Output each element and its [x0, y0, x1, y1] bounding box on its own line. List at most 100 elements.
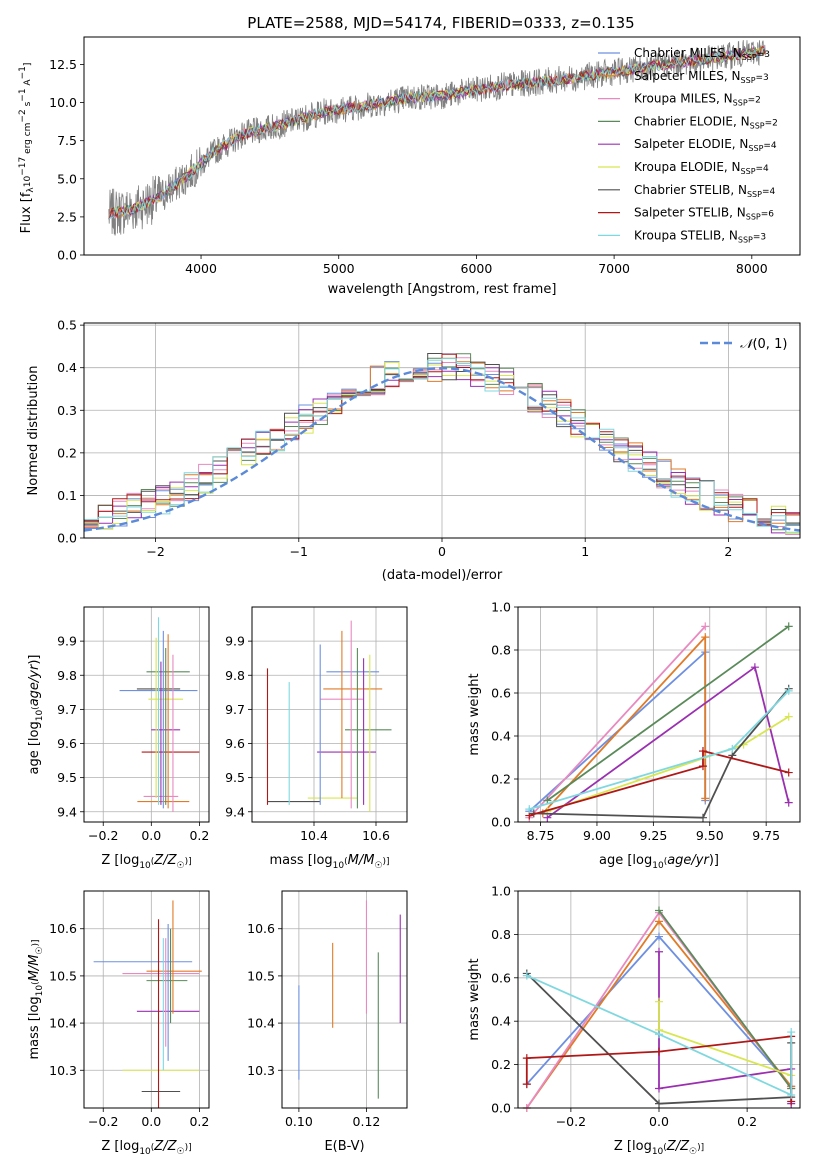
label-part: ]	[23, 63, 33, 67]
label-part: 10	[333, 861, 345, 871]
y-tick-label: 0.6	[491, 686, 511, 701]
label-part: ☉	[689, 1147, 697, 1157]
label-part: )]	[27, 654, 42, 664]
label-part: SSP	[746, 213, 761, 222]
y-tick-label: 10.5	[247, 968, 275, 983]
x-axis-label: mass [log10(M/M☉)]	[269, 853, 389, 871]
weight-marker	[701, 622, 710, 631]
weight-series-line	[526, 974, 793, 1097]
x-tick-label: 0.0	[649, 1114, 669, 1129]
label-part: Salpeter ELODIE, N	[634, 137, 748, 151]
label-part: Salpeter MILES, N	[634, 69, 741, 83]
label-part: SSP	[747, 190, 762, 199]
label-part: 10	[652, 861, 664, 871]
y-axis-label: mass weight	[467, 673, 482, 755]
weight-marker	[655, 997, 663, 1006]
y-tick-label: 0.0	[491, 1101, 511, 1116]
y-tick-label: 0.4	[57, 360, 77, 375]
y-tick-label: 1.0	[491, 600, 511, 615]
weight-series-line	[529, 690, 790, 810]
label-part: Salpeter STELIB, N	[634, 206, 746, 220]
y-tick-label: 9.5	[225, 770, 245, 785]
label-part: 10	[35, 710, 45, 722]
axes-frame	[517, 606, 801, 823]
y-tick-label: 0.0	[57, 531, 77, 546]
y-tick-label: 9.9	[225, 634, 245, 649]
label-part: ☉	[35, 946, 45, 954]
label-part: SSP	[738, 235, 753, 244]
legend-entry: Salpeter MILES, NSSP=3	[634, 69, 769, 85]
y-tick-label: 0.2	[491, 1057, 511, 1072]
x-tick-label: 0.2	[189, 828, 209, 843]
y-tick-label: 9.6	[225, 736, 245, 751]
x-tick-label: −0.2	[88, 1114, 118, 1129]
y-tick-label: 10.4	[49, 1016, 77, 1031]
x-tick-label: 1	[581, 544, 589, 559]
label-part: Z [log	[614, 1139, 652, 1154]
x-axis-label: Z [log10(Z/Z☉)]	[101, 853, 191, 871]
label-part: SSP	[748, 144, 763, 153]
histogram-step	[84, 353, 800, 526]
y-tick-label: 0.1	[57, 488, 77, 503]
histogram-step	[84, 358, 800, 533]
x-tick-label: −0.2	[88, 828, 118, 843]
weight-marker	[784, 768, 793, 777]
x-tick-label: 10.4	[300, 828, 328, 843]
weight-marker	[701, 633, 710, 642]
label-part: Z/Z	[153, 1139, 177, 1154]
y-tick-label: 0.2	[491, 772, 511, 787]
label-part: s	[23, 101, 33, 109]
y-tick-label: 9.7	[225, 702, 245, 717]
label-part: age [log	[27, 721, 42, 774]
label-part: Z/Z	[666, 1139, 690, 1154]
legend-entry: Chabrier ELODIE, NSSP=2	[634, 114, 778, 130]
legend-entry: Kroupa STELIB, NSSP=3	[634, 228, 766, 244]
x-tick-label: 10.6	[362, 828, 390, 843]
label-part: =3	[756, 73, 769, 83]
y-tick-label: 10.6	[247, 921, 275, 936]
label-part: mass [log	[269, 853, 332, 868]
label-part: Kroupa STELIB, N	[634, 228, 738, 242]
label-part: =2	[748, 96, 761, 106]
y-tick-label: 9.5	[57, 770, 77, 785]
label-part: −1	[18, 88, 28, 101]
y-tick-label: 9.9	[57, 634, 77, 649]
x-tick-label: 0	[438, 544, 446, 559]
normal-curve	[84, 366, 800, 532]
y-tick-label: 9.4	[225, 804, 245, 819]
label-part: (	[344, 857, 348, 867]
label-part: (	[151, 857, 155, 867]
legend-entry: Chabrier STELIB, NSSP=4	[634, 183, 775, 199]
label-part: 10	[23, 176, 33, 188]
label-part: Chabrier ELODIE, N	[634, 114, 750, 128]
weight-marker	[655, 1099, 663, 1108]
y-tick-label: 9.7	[57, 702, 77, 717]
label-part: 10	[139, 861, 151, 871]
label-part: Kroupa ELODIE, N	[634, 160, 741, 174]
x-tick-label: 0.0	[141, 1114, 161, 1129]
histogram-group	[84, 353, 800, 535]
label-part: Chabrier MILES, N	[634, 46, 742, 60]
model-spectrum-line	[108, 47, 765, 220]
weight-marker	[728, 744, 737, 753]
legend-entry: Chabrier MILES, NSSP=3	[634, 46, 770, 62]
label-part: )]	[185, 1143, 192, 1153]
label-part: (	[31, 981, 41, 985]
x-axis-label: Z [log10(Z/Z☉)]	[101, 1139, 191, 1157]
weight-series-line	[546, 665, 790, 819]
label-part: =4	[763, 141, 777, 151]
axes-frame	[251, 606, 408, 823]
label-part: mass [log	[27, 996, 42, 1059]
y-tick-label: 0.4	[491, 729, 511, 744]
y-tick-label: 10.6	[49, 921, 77, 936]
legend-entry: Kroupa MILES, NSSP=2	[634, 92, 761, 108]
x-axis-label: Z [log10(Z/Z☉)]	[614, 1139, 704, 1157]
weight-marker	[655, 906, 663, 915]
legend-entry: Salpeter ELODIE, NSSP=4	[634, 137, 777, 153]
legend-entry: Kroupa ELODIE, NSSP=4	[634, 160, 769, 176]
y-tick-label: 0.3	[57, 403, 77, 418]
weight-marker	[655, 1030, 663, 1039]
label-part: Chabrier STELIB, N	[634, 183, 747, 197]
label-part: (	[31, 706, 41, 710]
